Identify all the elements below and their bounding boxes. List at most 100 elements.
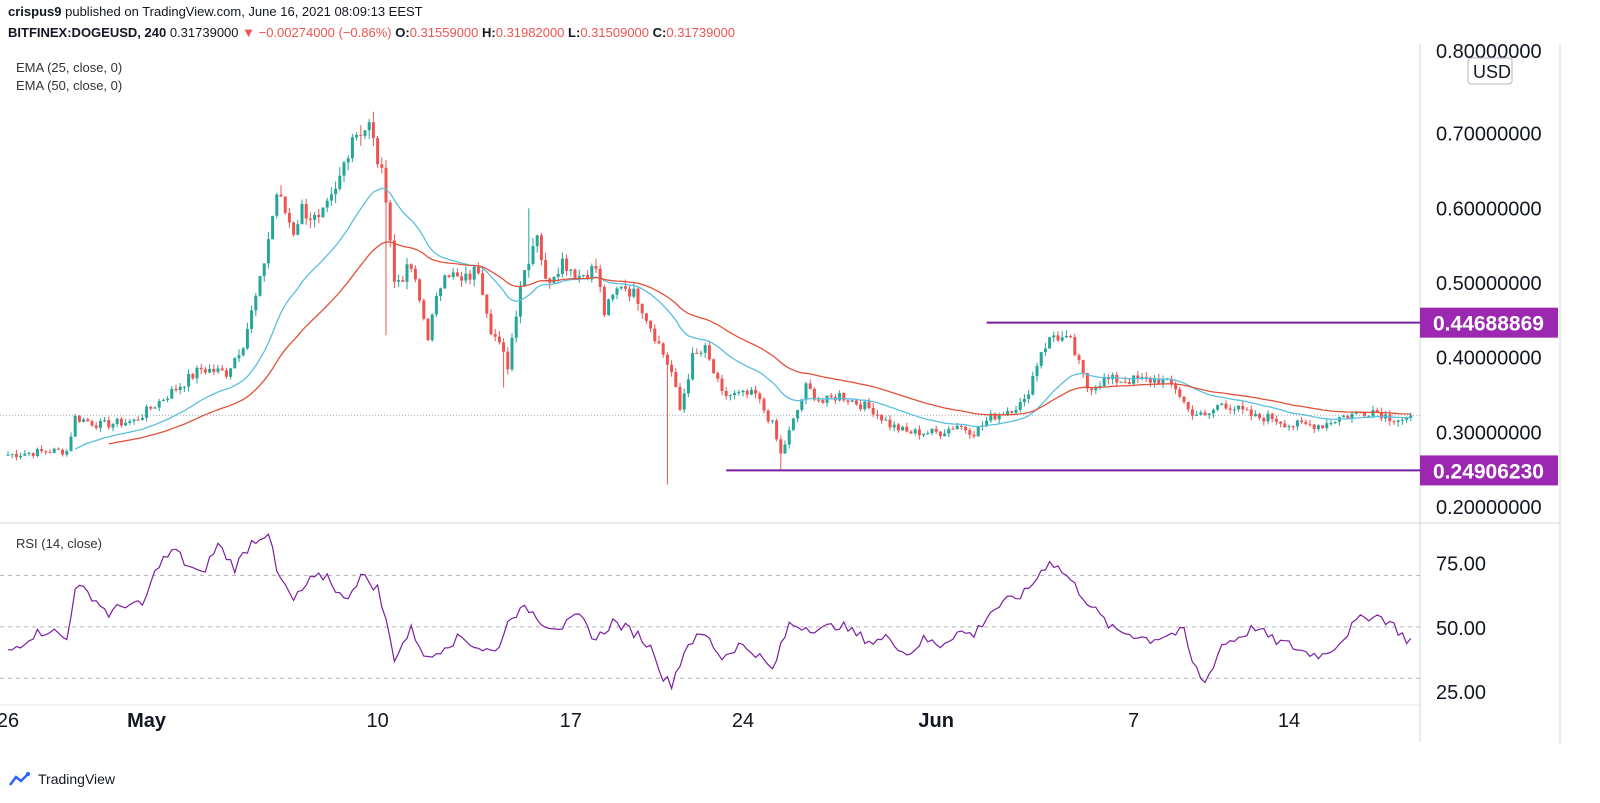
candle-body	[409, 264, 413, 269]
candle-body	[380, 164, 384, 168]
candle-body	[485, 294, 489, 314]
candle-body	[283, 196, 287, 213]
candle-body	[346, 158, 350, 163]
candle-body	[1094, 386, 1098, 391]
candle-body	[451, 272, 455, 278]
time-tick-label: 26	[0, 710, 19, 732]
candle-body	[1190, 409, 1194, 416]
candle-body	[670, 364, 674, 373]
candle-body	[817, 399, 821, 401]
publisher-name[interactable]: crispus9	[8, 4, 62, 19]
candle-body	[128, 421, 132, 423]
candle-body	[1316, 425, 1320, 430]
candle-body	[1262, 417, 1266, 422]
rsi-line	[8, 532, 1412, 691]
candle-body	[938, 431, 942, 437]
candle-body	[61, 449, 65, 455]
candle-body	[1115, 374, 1119, 383]
candle-body	[166, 398, 170, 401]
candle-body	[838, 393, 842, 401]
candle-body	[720, 378, 724, 391]
candle-body	[304, 203, 308, 219]
candle-body	[665, 354, 669, 365]
candle-body	[329, 194, 333, 201]
candle-body	[1409, 415, 1413, 419]
candle-body	[602, 286, 606, 316]
candle-body	[783, 444, 787, 454]
candle-body	[1224, 403, 1228, 409]
candle-body	[573, 269, 577, 278]
candle-body	[1228, 408, 1232, 410]
candle-body	[1304, 421, 1308, 424]
candle-body	[1132, 375, 1136, 384]
candle-body	[1287, 426, 1291, 428]
candle-body	[1405, 418, 1409, 420]
candle-body	[313, 214, 317, 220]
candle-body	[842, 393, 846, 401]
candle-body	[103, 420, 107, 422]
candle-body	[518, 286, 522, 317]
candle-body	[69, 436, 73, 452]
candle-body	[1400, 419, 1404, 421]
candle-body	[506, 351, 510, 370]
low-value: 0.31509000	[580, 25, 650, 40]
candle-body	[48, 452, 52, 454]
candle-body	[237, 355, 241, 359]
candle-body	[23, 453, 27, 456]
candle-body	[439, 288, 443, 297]
candle-body	[770, 420, 774, 422]
candle-body	[145, 406, 149, 418]
candle-body	[657, 341, 661, 344]
candles-group	[6, 111, 1413, 485]
candle-body	[917, 429, 921, 436]
candle-body	[262, 263, 266, 277]
candle-body	[527, 263, 531, 271]
candle-body	[14, 453, 18, 458]
ema50-legend[interactable]: EMA (50, close, 0)	[16, 78, 123, 93]
candle-body	[791, 418, 795, 431]
brand-name[interactable]: TradingView	[38, 771, 116, 787]
price-tick-label: 0.60000000	[1436, 198, 1542, 220]
candle-body	[140, 417, 144, 420]
ema25-legend[interactable]: EMA (25, close, 0)	[16, 60, 123, 75]
candle-body	[388, 202, 392, 241]
candle-body	[1136, 375, 1140, 379]
candle-body	[682, 393, 686, 410]
candle-body	[82, 419, 86, 422]
high-label: H:	[482, 25, 496, 40]
candle-body	[1346, 415, 1350, 419]
candle-body	[640, 303, 644, 314]
candle-body	[913, 429, 917, 434]
candle-body	[623, 286, 627, 289]
candle-body	[325, 200, 329, 208]
candle-body	[1379, 412, 1383, 419]
candle-body	[1027, 394, 1031, 399]
level-label-box	[1420, 455, 1558, 486]
candle-body	[905, 426, 909, 432]
resistance-label: 0.44688869	[1433, 313, 1544, 336]
time-tick-label: 24	[732, 710, 754, 732]
candle-body	[1048, 337, 1052, 349]
candle-body	[1153, 379, 1157, 383]
candle-body	[586, 274, 590, 280]
rsi-legend[interactable]: RSI (14, close)	[16, 536, 102, 551]
open-label: O:	[395, 25, 410, 40]
candle-body	[1308, 423, 1312, 425]
candle-body	[119, 418, 123, 426]
candle-body	[296, 224, 300, 235]
candle-body	[1119, 381, 1123, 383]
candle-body	[644, 313, 648, 321]
candle-body	[1371, 410, 1375, 416]
candle-body	[539, 235, 543, 261]
candle-body	[867, 401, 871, 408]
candle-body	[250, 310, 254, 329]
candle-body	[577, 275, 581, 278]
candle-body	[846, 400, 850, 402]
candle-body	[896, 424, 900, 431]
price-tick-label: 0.20000000	[1436, 497, 1542, 519]
candle-body	[565, 258, 569, 271]
candle-body	[35, 449, 39, 456]
candle-body	[1392, 421, 1396, 423]
candle-body	[926, 433, 930, 435]
